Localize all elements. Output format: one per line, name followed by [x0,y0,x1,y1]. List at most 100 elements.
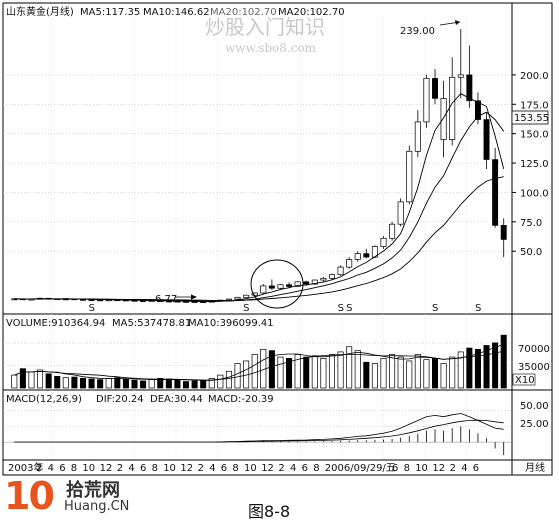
ma20-label: MA20:102.70 [210,7,277,18]
volume-grid [3,342,512,366]
candle-body-down [474,100,481,120]
logo-domain: Huang.CN [64,499,130,514]
x-axis-label: 2 [36,463,42,474]
candle-body-up [234,296,241,300]
x-axis-label: 12 [180,463,193,474]
candle-body-up [311,279,318,285]
volume-unit-box [512,373,536,386]
volume-bar-up [457,351,464,389]
candle-body-up [337,266,344,276]
price-tick-label: 175.0 [520,100,549,111]
volume-bar-down [79,377,86,389]
volume-ma10-line [14,350,504,381]
volume-bar-down [71,376,78,389]
volume-bar-down [363,361,370,389]
volume-bar-down [122,378,129,389]
price-tick-label: 100.0 [520,188,549,199]
volume-bar-down [183,381,190,389]
price-tick-label: 200.0 [520,71,549,82]
volume-bar-down [268,350,275,389]
x-axis-label: 2003年 [8,461,43,474]
s-marker: S [243,303,249,314]
low-price-label: 6.77 [155,294,177,305]
x-axis-label: 10 [244,463,257,474]
volume-bar-up [328,354,335,389]
volume-bar-down [432,358,439,389]
candle-body-down [483,119,490,160]
candle-body-up [251,292,258,296]
x-axis-label: 2 [198,463,204,474]
breakout-highlight-circle [250,259,304,309]
volume-bar-up [354,350,361,389]
macd-histogram [219,426,505,456]
candle-body-up [457,74,464,78]
x-axis-label: 4 [290,463,296,474]
candle-body-up [397,201,404,225]
volume-bar-up [37,369,44,389]
volume-bar-down [200,379,207,389]
ma10-label: MA10:146.62 [143,7,210,18]
candle-body-up [406,150,413,203]
volume-bar-up [423,359,430,389]
dea-label: DEA:30.44 [150,394,203,405]
high-arrow-head [455,20,460,25]
x-axis-label: 4 [48,463,54,474]
ma20-line [14,176,504,301]
volume-ma10-label: MA10:396099.41 [188,318,274,329]
price-axis: 200.0 175.0 150.0 125.0 100.0 75.0 50.0 [512,71,549,258]
watermark-url: www.sbo8.com [225,41,317,55]
site-logo: 10 拾荒网 Huang.CN [4,472,144,522]
macd-lines [14,413,504,443]
volume-bar-down [54,376,61,389]
moving-average-lines [14,93,505,302]
candle-body-down [268,285,275,289]
volume-bar-down [474,348,481,389]
volume-bar-down [157,377,164,389]
candle-body-down [466,74,473,102]
x-axis-label: 8 [232,463,238,474]
candle-body-down [500,225,507,240]
volume-bar-up [217,374,224,389]
candle-body-up [277,284,284,289]
volume-bar-up [234,363,241,389]
s-marker: S [89,303,95,314]
volume-title: VOLUME:910364.94 [6,318,105,329]
ma20b-label: MA20:102.70 [278,7,345,18]
candle-body-down [432,78,438,99]
figure-caption: 图8-8 [248,502,291,521]
ma5-label: MA5:117.35 [80,7,140,18]
current-price-label: 153.55 [514,113,549,124]
x-axis-label: 6 [59,463,65,474]
x-axis-label: 6 [140,463,146,474]
price-tick-label: 125.0 [520,159,549,170]
volume-bar-down [114,377,121,389]
volume-bar-down [500,334,507,389]
s-marker: S [432,303,438,314]
volume-ma5-line [14,343,504,381]
volume-bar-down [174,379,181,389]
x-axis-label: 10 [82,463,95,474]
volume-bar-up [406,360,413,389]
x-axis-label: 10 [415,463,428,474]
volume-bar-down [140,380,147,389]
candle-body-up [294,281,301,287]
volume-bar-down [466,347,473,389]
watermark-title: 炒股入门知识 [205,15,325,39]
volume-bar-up [277,356,284,389]
volume-tick-70000: 70000 [518,344,550,355]
x-axis-label: 2 [117,463,123,474]
volume-ma5-label: MA5:537478.81 [112,318,191,329]
x-axis-label: 12 [432,463,445,474]
price-tick-label: 50.0 [520,247,542,258]
candle-body-up [11,298,18,301]
dif-label: DIF:20.24 [96,394,144,405]
candle-body-up [440,98,447,140]
volume-bars [11,334,507,389]
macd-title: MACD(12,26,9) [6,394,82,405]
x-axis-label: 4 [461,463,467,474]
volume-bar-up [251,354,258,389]
s-marker: S [338,303,344,314]
